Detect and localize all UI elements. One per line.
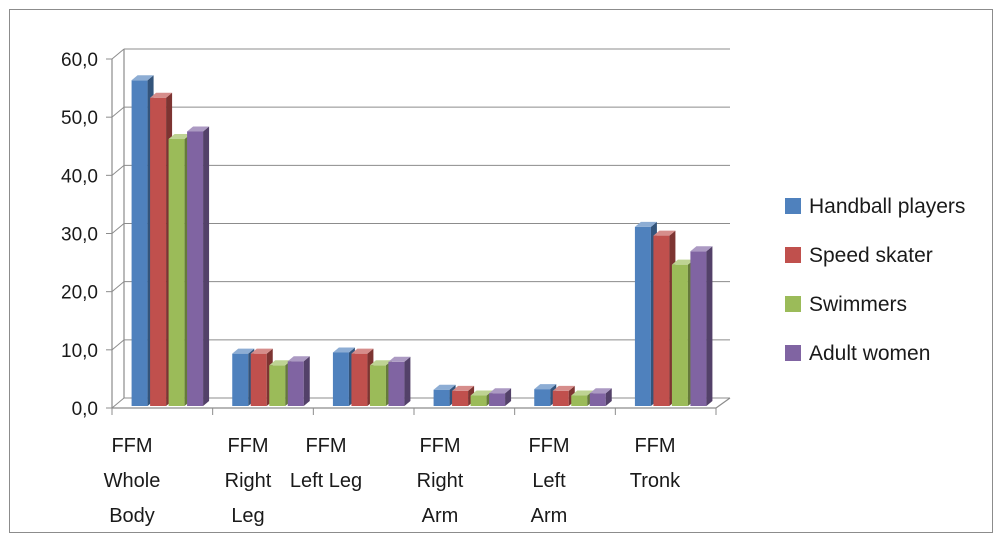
bar	[351, 353, 368, 406]
y-tick-label: 10,0	[61, 341, 98, 362]
y-tick-label: 30,0	[61, 225, 98, 246]
y-tick-label: 50,0	[61, 108, 98, 129]
bar-top	[470, 390, 493, 396]
bar-top	[388, 356, 411, 362]
legend-label: Adult women	[809, 342, 930, 365]
bar-top	[168, 134, 191, 140]
legend-label: Speed skater	[809, 244, 933, 267]
bar-top	[671, 259, 694, 265]
category-label: Left	[532, 470, 566, 492]
category-label: Right	[225, 470, 272, 492]
bar-top	[369, 360, 392, 366]
category-label: Left Leg	[290, 470, 362, 492]
bar-top	[269, 360, 292, 366]
bar-top	[250, 348, 273, 354]
bar	[287, 361, 304, 406]
bar-top	[232, 348, 255, 354]
bar-top	[489, 388, 512, 394]
category-label: Leg	[231, 505, 264, 527]
bar	[269, 365, 286, 406]
bar	[150, 97, 167, 406]
bar-top	[287, 356, 310, 362]
legend-label: Swimmers	[809, 293, 907, 316]
legend-swatch	[785, 296, 801, 312]
y-tick-label: 0,0	[72, 399, 98, 420]
legend-swatch	[785, 198, 801, 214]
bar	[388, 361, 405, 406]
category-label: Right	[417, 470, 464, 492]
gridline-side	[111, 164, 125, 176]
gridline-side	[111, 397, 125, 409]
y-tick-label: 60,0	[61, 50, 98, 71]
category-label: Arm	[531, 505, 568, 527]
bar-side	[505, 388, 512, 406]
bar-top	[534, 384, 557, 390]
bar	[433, 389, 450, 406]
category-label: FFM	[305, 435, 346, 457]
bar-side	[404, 356, 411, 406]
bar	[250, 353, 267, 406]
bar	[131, 80, 148, 407]
bar-top	[634, 221, 657, 227]
gridline-side	[111, 48, 125, 60]
bar-side	[303, 356, 310, 406]
gridline-side	[111, 281, 125, 293]
category-label: FFM	[111, 435, 152, 457]
gridline-side	[111, 339, 125, 351]
y-tick-label: 40,0	[61, 166, 98, 187]
bar	[571, 395, 588, 406]
bar-top	[571, 390, 594, 396]
bar-top	[690, 246, 713, 252]
category-label: Body	[109, 505, 155, 527]
bar	[187, 131, 204, 406]
bar-top	[351, 348, 374, 354]
bar-top	[589, 388, 612, 394]
bar-top	[332, 347, 355, 353]
legend-swatch	[785, 345, 801, 361]
bar-side	[706, 246, 713, 406]
gridline-side	[111, 106, 125, 118]
bar	[589, 393, 606, 406]
bar	[552, 390, 569, 406]
bar	[168, 139, 185, 406]
legend-label: Handball players	[809, 195, 965, 218]
bar	[332, 352, 349, 406]
bar-top	[131, 75, 154, 81]
bar	[653, 235, 670, 406]
bar	[369, 365, 386, 406]
bar-side	[203, 126, 210, 406]
y-tick-label: 20,0	[61, 283, 98, 304]
category-label: FFM	[419, 435, 460, 457]
bar-top	[552, 385, 575, 391]
bar	[489, 393, 506, 406]
bar	[452, 390, 469, 406]
bar-top	[433, 384, 456, 390]
bar-side	[605, 388, 612, 406]
bar-top	[653, 230, 676, 236]
category-label: Arm	[422, 505, 459, 527]
bar-top	[150, 92, 173, 98]
bar	[634, 226, 651, 406]
bar	[534, 389, 551, 406]
bar-top	[452, 385, 475, 391]
category-label: Tronk	[630, 470, 681, 492]
category-label: FFM	[227, 435, 268, 457]
bar	[470, 395, 487, 406]
bar	[690, 251, 707, 406]
legend-swatch	[785, 247, 801, 263]
bar	[671, 264, 688, 406]
gridline-side	[111, 223, 125, 234]
bar-top	[187, 126, 210, 132]
category-label: FFM	[634, 435, 675, 457]
category-label: Whole	[104, 470, 161, 492]
bar	[232, 353, 249, 406]
category-label: FFM	[528, 435, 569, 457]
